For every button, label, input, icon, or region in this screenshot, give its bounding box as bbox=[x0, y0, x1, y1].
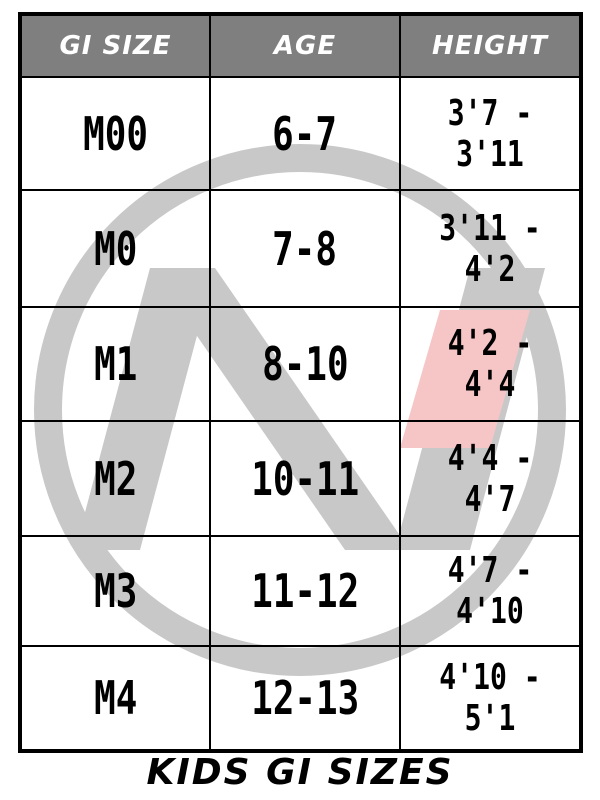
age-text: 11-12 bbox=[250, 564, 360, 618]
cell-age: 10-11 bbox=[209, 420, 401, 537]
header-gi-size: GI SIZE bbox=[19, 13, 211, 78]
height-text: 4'2 - 4'4 bbox=[447, 323, 533, 405]
table-row: M4 12-13 4'10 - 5'1 bbox=[19, 645, 582, 752]
cell-height: 4'2 - 4'4 bbox=[399, 306, 582, 422]
kids-gi-size-table: GI SIZE AGE HEIGHT M00 6-7 3'7 - 3'11 M0… bbox=[18, 12, 583, 753]
age-text: 10-11 bbox=[250, 451, 360, 506]
footer-title: KIDS GI SIZES bbox=[146, 752, 454, 793]
cell-height: 4'4 - 4'7 bbox=[399, 420, 582, 537]
cell-age: 11-12 bbox=[209, 535, 401, 647]
cell-age: 8-10 bbox=[209, 306, 401, 422]
age-text: 7-8 bbox=[272, 221, 338, 276]
age-text: 12-13 bbox=[250, 671, 360, 725]
cell-age: 7-8 bbox=[209, 189, 401, 308]
height-text: 4'10 - 5'1 bbox=[439, 657, 541, 739]
age-text: 6-7 bbox=[272, 106, 338, 161]
cell-age: 6-7 bbox=[209, 76, 401, 191]
table-row: M0 7-8 3'11 - 4'2 bbox=[19, 189, 582, 308]
table-header-row: GI SIZE AGE HEIGHT bbox=[19, 13, 582, 78]
cell-size: M3 bbox=[19, 535, 211, 647]
cell-height: 4'7 - 4'10 bbox=[399, 535, 582, 647]
cell-size: M2 bbox=[19, 420, 211, 537]
table-row: M1 8-10 4'2 - 4'4 bbox=[19, 306, 582, 422]
table-row: M2 10-11 4'4 - 4'7 bbox=[19, 420, 582, 537]
cell-size: M00 bbox=[19, 76, 211, 191]
cell-age: 12-13 bbox=[209, 645, 401, 752]
cell-size: M4 bbox=[19, 645, 211, 752]
size-text: M1 bbox=[93, 337, 138, 391]
table-row: M00 6-7 3'7 - 3'11 bbox=[19, 76, 582, 191]
size-text: M0 bbox=[93, 221, 138, 276]
table-row: M3 11-12 4'7 - 4'10 bbox=[19, 535, 582, 647]
header-age: AGE bbox=[209, 13, 401, 78]
cell-size: M1 bbox=[19, 306, 211, 422]
size-text: M2 bbox=[93, 451, 138, 506]
height-text: 3'7 - 3'11 bbox=[447, 92, 533, 175]
cell-size: M0 bbox=[19, 189, 211, 308]
height-text: 3'11 - 4'2 bbox=[439, 207, 541, 290]
header-height: HEIGHT bbox=[399, 13, 582, 78]
cell-height: 3'11 - 4'2 bbox=[399, 189, 582, 308]
age-text: 8-10 bbox=[261, 337, 349, 391]
cell-height: 4'10 - 5'1 bbox=[399, 645, 582, 752]
height-text: 4'4 - 4'7 bbox=[447, 437, 533, 520]
cell-height: 3'7 - 3'11 bbox=[399, 76, 582, 191]
size-text: M4 bbox=[93, 671, 138, 725]
height-text: 4'7 - 4'10 bbox=[447, 550, 533, 632]
size-text: M00 bbox=[83, 106, 148, 161]
size-text: M3 bbox=[93, 564, 138, 618]
